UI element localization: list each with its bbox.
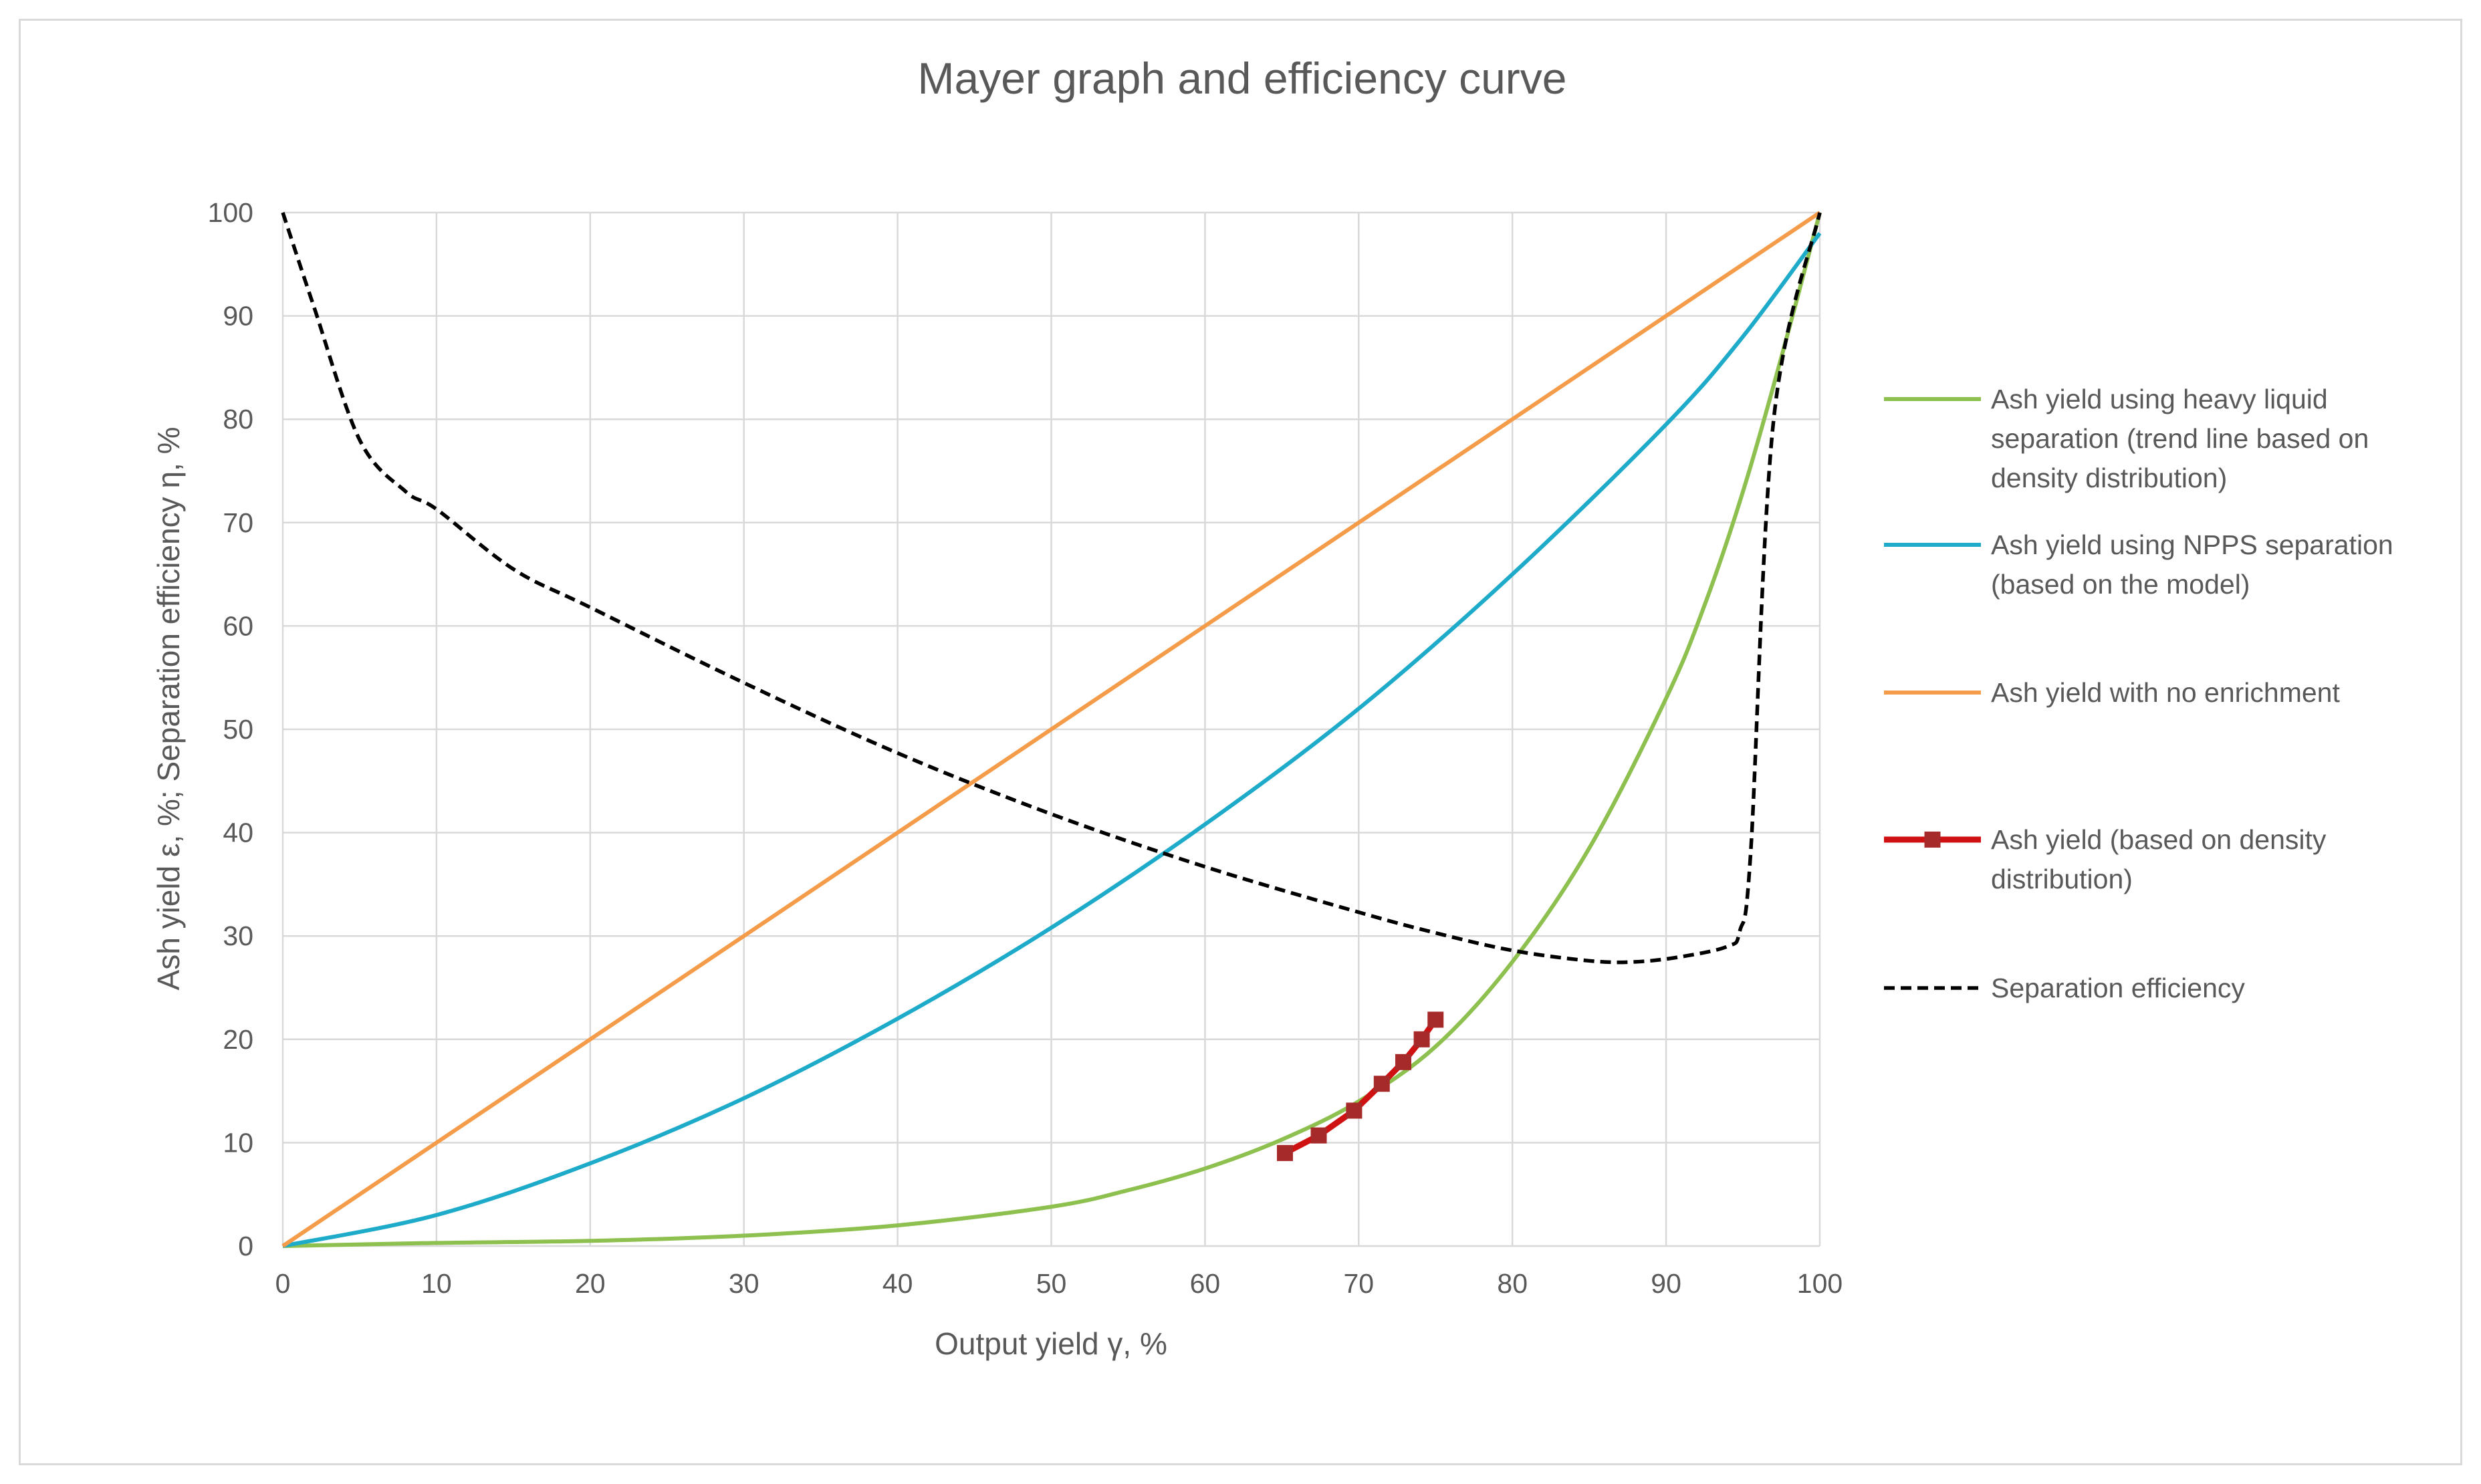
y-tick-label-4: 40 (223, 818, 253, 848)
legend-label-density-1: distribution) (1991, 864, 2133, 894)
data-point-density-0 (1276, 1144, 1293, 1161)
y-tick-label-10: 100 (208, 197, 253, 228)
x-tick-label-5: 50 (1036, 1268, 1067, 1299)
legend-label-heavy-0: Ash yield using heavy liquid (1991, 384, 2328, 414)
y-tick-label-0: 0 (238, 1231, 253, 1261)
y-tick-label-2: 20 (223, 1024, 253, 1055)
chart-title: Mayer graph and efficiency curve (918, 53, 1567, 103)
y-axis-ticks: 0 10 20 30 40 50 60 70 80 90 100 (208, 197, 253, 1261)
legend-label-heavy-2: density distribution) (1991, 463, 2227, 493)
x-tick-label-4: 40 (882, 1268, 913, 1299)
series-line-efficiency (281, 212, 1822, 965)
legend-marker-density (1924, 832, 1941, 848)
legend-label-efficiency-0: Separation efficiency (1991, 973, 2245, 1003)
legend-label-heavy-1: separation (trend line based on (1991, 423, 2369, 454)
legend-label-npps-0: Ash yield using NPPS separation (1991, 529, 2393, 560)
series-line-noenrich (281, 211, 1821, 1248)
data-point-density-3 (1373, 1076, 1390, 1092)
x-tick-label-3: 30 (729, 1268, 759, 1299)
x-tick-label-7: 70 (1343, 1268, 1374, 1299)
data-point-density-6 (1427, 1011, 1444, 1028)
x-tick-label-2: 20 (575, 1268, 606, 1299)
legend-label-density-0: Ash yield (based on density (1991, 824, 2327, 855)
x-tick-label-1: 10 (421, 1268, 452, 1299)
data-point-density-5 (1413, 1031, 1430, 1047)
y-tick-label-6: 60 (223, 610, 253, 641)
data-point-density-1 (1310, 1127, 1327, 1144)
x-tick-label-0: 0 (275, 1268, 291, 1299)
data-point-density-2 (1346, 1102, 1363, 1119)
x-axis-title: Output yield γ, % (935, 1326, 1167, 1361)
series-line-heavy (282, 212, 1822, 1248)
y-tick-label-9: 90 (223, 301, 253, 332)
x-tick-label-10: 100 (1797, 1268, 1843, 1299)
x-tick-label-6: 60 (1190, 1268, 1221, 1299)
series-line-npps (282, 232, 1822, 1248)
y-tick-label-8: 80 (223, 404, 253, 435)
gridlines (281, 211, 1821, 1247)
x-axis-ticks: 0 10 20 30 40 50 60 70 80 90 100 (275, 1268, 1843, 1299)
y-tick-label-5: 50 (223, 714, 253, 745)
y-tick-label-1: 10 (223, 1127, 253, 1158)
legend: Ash yield using heavy liquid separation (… (1884, 384, 2393, 1003)
data-point-density-4 (1395, 1054, 1411, 1070)
x-tick-label-8: 80 (1497, 1268, 1528, 1299)
x-tick-label-9: 90 (1651, 1268, 1681, 1299)
y-tick-label-7: 70 (223, 507, 253, 538)
legend-label-npps-1: (based on the model) (1991, 569, 2250, 600)
legend-label-noenrich-0: Ash yield with no enrichment (1991, 677, 2340, 708)
chart-frame (19, 19, 2462, 1465)
y-axis-title: Ash yield ε, %; Separation efficiency η,… (151, 427, 186, 991)
y-tick-label-3: 30 (223, 920, 253, 951)
plot-series (281, 211, 1822, 1248)
